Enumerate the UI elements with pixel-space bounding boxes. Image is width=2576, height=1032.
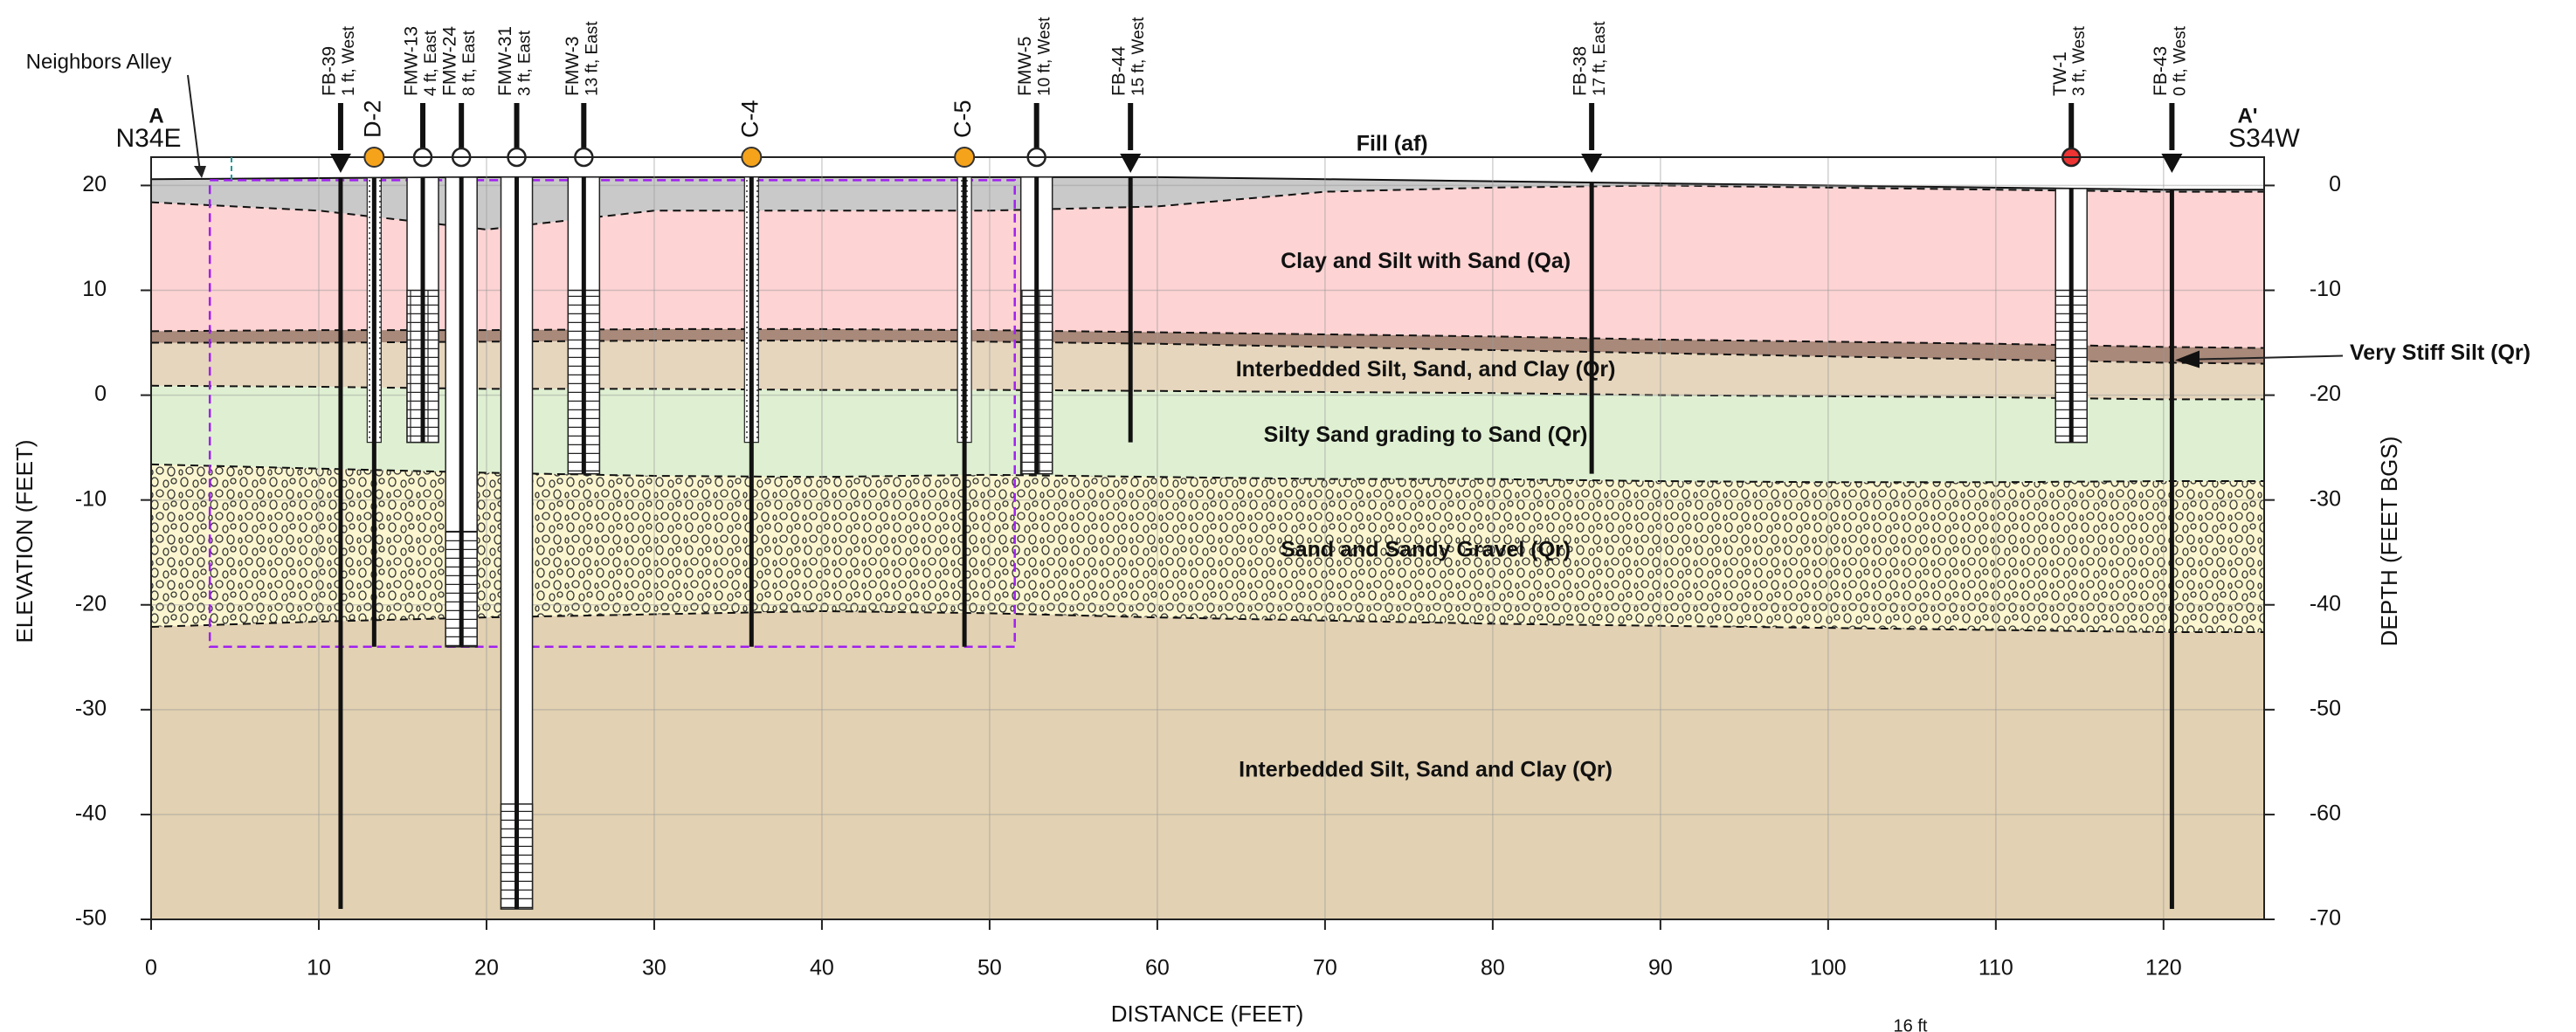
x-tick-label: 20 <box>474 956 499 980</box>
y2-tick-label: 0 <box>2329 172 2341 196</box>
boring-offset: 1 ft, West <box>340 25 358 96</box>
boring-symbol <box>2161 154 2182 173</box>
boring-offset: 8 ft, East <box>460 30 479 96</box>
x-tick-label: 10 <box>307 956 331 980</box>
boring-name: FB-44 <box>1109 45 1129 96</box>
y2-tick-label: -30 <box>2310 486 2341 511</box>
boring-symbol <box>1581 154 1602 173</box>
unit-label: Fill (af) <box>1357 132 1428 156</box>
unit <box>151 611 2264 919</box>
boring-offset: 0 ft, West <box>2171 25 2189 96</box>
x-tick-label: 30 <box>642 956 666 980</box>
cpt-symbol <box>955 148 974 167</box>
x-tick-label: 100 <box>1810 956 1847 980</box>
boring-name: FMW-31 <box>495 26 515 96</box>
boring-name: TW-1 <box>2050 52 2070 96</box>
y-tick-label: -40 <box>75 802 107 826</box>
x-tick-label: 70 <box>1313 956 1337 980</box>
boring-name: FMW-13 <box>402 26 422 96</box>
cpt-symbol <box>364 148 383 167</box>
boring-offset: 13 ft, East <box>583 21 601 96</box>
y-tick-label: -50 <box>75 906 107 931</box>
x-tick-label: 90 <box>1648 956 1673 980</box>
boring-name: FMW-24 <box>440 26 460 96</box>
y2-tick-label: -20 <box>2310 382 2341 406</box>
boring-name: FMW-5 <box>1015 37 1035 96</box>
x-tick-label: 40 <box>810 956 834 980</box>
y-tick-label: 10 <box>82 277 107 301</box>
x-axis-label: DISTANCE (FEET) <box>1111 1001 1304 1027</box>
x-tick-label: 0 <box>145 956 157 980</box>
unit-label: Clay and Silt with Sand (Qa) <box>1281 249 1571 273</box>
unit-label: Very Stiff Silt (Qr) <box>2350 341 2531 365</box>
cpt-symbol <box>742 148 761 167</box>
boring-name: FB-38 <box>1571 46 1591 96</box>
boring-name: D-2 <box>359 100 385 138</box>
unit-label: Interbedded Silt, Sand and Clay (Qr) <box>1239 758 1613 782</box>
boring-offset: 10 ft, West <box>1036 17 1054 96</box>
y2-tick-label: -50 <box>2310 696 2341 720</box>
unit-label: Sand and Sandy Gravel (Qr) <box>1281 537 1571 561</box>
arrowhead <box>194 166 206 178</box>
x-tick-label: 120 <box>2145 956 2182 980</box>
y-tick-label: 20 <box>82 172 107 196</box>
boring-symbol <box>1120 154 1141 173</box>
unit-label: Interbedded Silt, Sand, and Clay (Qr) <box>1236 357 1616 382</box>
y2-tick-label: -40 <box>2310 591 2341 616</box>
y-tick-label: 0 <box>94 382 107 406</box>
y-tick-label: -30 <box>75 696 107 720</box>
x-tick-label: 50 <box>977 956 1002 980</box>
boring-name: FMW-3 <box>563 37 583 96</box>
boring-name: FB-43 <box>2151 46 2171 96</box>
y-tick-label: -10 <box>75 486 107 511</box>
end-bearing: N34E <box>115 124 181 153</box>
boring-symbol <box>330 154 351 173</box>
x-tick-label: 110 <box>1979 956 2013 980</box>
y2-tick-label: -10 <box>2310 277 2341 301</box>
y2-axis-label: DEPTH (FEET BGS) <box>2376 437 2402 647</box>
x-tick-label: 80 <box>1481 956 1505 980</box>
y-axis-label: ELEVATION (FEET) <box>11 439 38 643</box>
boring-offset: 3 ft, East <box>516 30 535 96</box>
annotation: Neighbors Alley <box>26 50 172 73</box>
y2-tick-label: -60 <box>2310 802 2341 826</box>
boring-offset: 3 ft, West <box>2070 25 2089 96</box>
y-tick-label: -20 <box>75 591 107 616</box>
end-bearing: S34W <box>2228 124 2300 153</box>
boring-offset: 15 ft, West <box>1129 17 1148 96</box>
boring-name: C-4 <box>736 100 763 138</box>
x-tick-label: 60 <box>1145 956 1170 980</box>
boring-offset: 17 ft, East <box>1591 21 1609 96</box>
boring-name: FB-39 <box>319 46 339 96</box>
boring-name: C-5 <box>950 100 976 138</box>
boring-offset: 4 ft, East <box>422 30 440 96</box>
unit-label: Silty Sand grading to Sand (Qr) <box>1264 423 1588 447</box>
footnote: 16 ft <box>1894 1016 1928 1032</box>
y2-tick-label: -70 <box>2310 906 2341 931</box>
cross-section: 010203040506070809010011012020100-10-20-… <box>0 0 2576 1032</box>
